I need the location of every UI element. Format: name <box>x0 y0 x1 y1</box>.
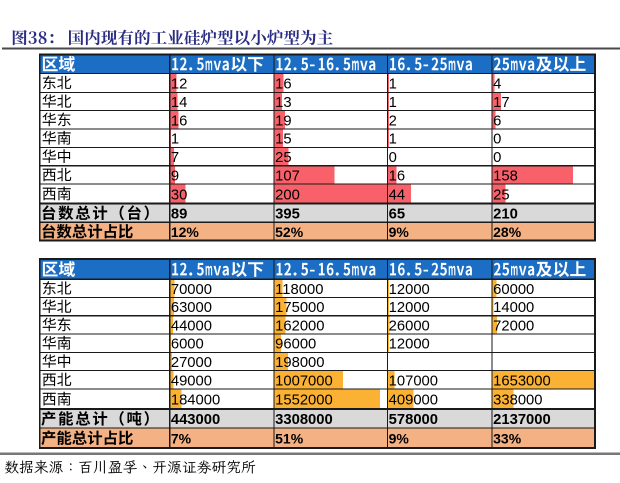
svg-text:158: 158 <box>493 168 518 184</box>
svg-text:72000: 72000 <box>493 318 534 334</box>
svg-text:12000: 12000 <box>389 282 430 298</box>
svg-text:409000: 409000 <box>389 393 438 409</box>
svg-text:26000: 26000 <box>389 318 430 334</box>
svg-text:14000: 14000 <box>493 300 534 316</box>
svg-text:7%: 7% <box>171 430 192 446</box>
svg-text:65: 65 <box>389 206 405 222</box>
svg-text:7: 7 <box>171 150 179 166</box>
svg-text:30: 30 <box>171 187 187 203</box>
svg-text:60000: 60000 <box>493 282 534 298</box>
svg-text:17: 17 <box>493 95 509 111</box>
svg-text:9%: 9% <box>389 430 410 446</box>
svg-text:1: 1 <box>389 132 397 148</box>
svg-text:210: 210 <box>493 206 518 222</box>
svg-text:70000: 70000 <box>171 282 212 298</box>
svg-text:16: 16 <box>275 76 291 92</box>
svg-text:0: 0 <box>389 150 397 166</box>
svg-text:52%: 52% <box>275 224 304 240</box>
svg-text:2: 2 <box>389 113 397 129</box>
svg-text:25: 25 <box>275 150 291 166</box>
svg-text:443000: 443000 <box>171 412 220 428</box>
svg-text:63000: 63000 <box>171 300 212 316</box>
svg-text:175000: 175000 <box>275 300 324 316</box>
svg-text:395: 395 <box>275 206 300 222</box>
svg-text:44: 44 <box>389 187 405 203</box>
svg-text:89: 89 <box>171 206 187 222</box>
svg-text:1: 1 <box>389 76 397 92</box>
svg-text:3308000: 3308000 <box>275 412 333 428</box>
svg-text:0: 0 <box>493 132 501 148</box>
svg-text:12000: 12000 <box>389 300 430 316</box>
svg-text:6: 6 <box>493 113 501 129</box>
svg-text:13: 13 <box>275 95 291 111</box>
svg-text:4: 4 <box>493 76 501 92</box>
svg-text:184000: 184000 <box>171 393 220 409</box>
svg-text:28%: 28% <box>493 224 522 240</box>
svg-text:9: 9 <box>171 168 179 184</box>
svg-text:1552000: 1552000 <box>275 393 333 409</box>
svg-text:12%: 12% <box>171 224 200 240</box>
svg-text:12: 12 <box>171 76 187 92</box>
svg-text:1653000: 1653000 <box>493 373 551 389</box>
svg-text:578000: 578000 <box>389 412 438 428</box>
svg-text:9%: 9% <box>389 224 410 240</box>
svg-text:51%: 51% <box>275 430 304 446</box>
svg-text:1: 1 <box>389 95 397 111</box>
svg-text:15: 15 <box>275 132 291 148</box>
svg-text:107: 107 <box>275 168 300 184</box>
svg-text:1: 1 <box>171 132 179 148</box>
svg-text:16: 16 <box>389 168 405 184</box>
svg-text:96000: 96000 <box>275 337 316 353</box>
svg-text:1007000: 1007000 <box>275 373 333 389</box>
svg-text:25: 25 <box>493 187 509 203</box>
svg-text:33%: 33% <box>493 430 522 446</box>
svg-text:27000: 27000 <box>171 355 212 371</box>
svg-text:49000: 49000 <box>171 373 212 389</box>
svg-text:0: 0 <box>493 150 501 166</box>
svg-text:200: 200 <box>275 187 300 203</box>
svg-text:338000: 338000 <box>493 393 542 409</box>
svg-text:6000: 6000 <box>171 337 204 353</box>
svg-text:118000: 118000 <box>275 282 323 298</box>
svg-text:44000: 44000 <box>171 318 212 334</box>
svg-text:16: 16 <box>171 113 187 129</box>
svg-text:14: 14 <box>171 95 187 111</box>
svg-text:198000: 198000 <box>275 355 324 371</box>
svg-text:12000: 12000 <box>389 337 430 353</box>
svg-text:2137000: 2137000 <box>493 412 551 428</box>
svg-text:162000: 162000 <box>275 318 324 334</box>
svg-text:19: 19 <box>275 113 291 129</box>
svg-text:107000: 107000 <box>389 373 438 389</box>
